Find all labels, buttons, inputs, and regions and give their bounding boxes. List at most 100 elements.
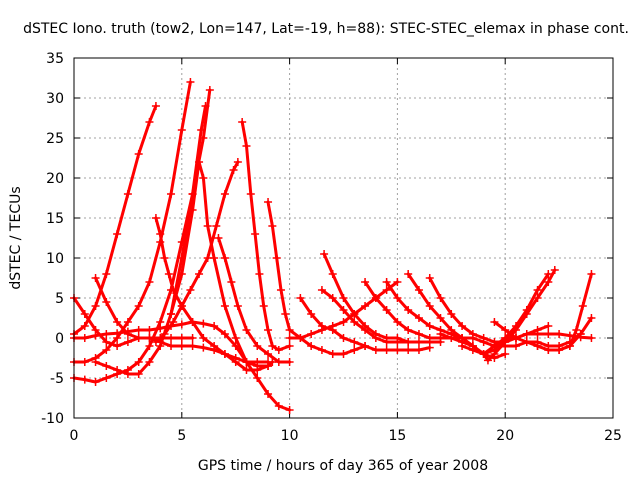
- data-point-plus: [145, 118, 154, 126]
- data-point-plus: [404, 338, 413, 346]
- data-point-plus: [307, 310, 316, 318]
- data-point-plus: [123, 330, 132, 338]
- data-point-plus: [307, 330, 316, 338]
- data-point-plus: [113, 342, 122, 350]
- data-point-plus: [490, 318, 499, 326]
- data-point-plus: [425, 274, 434, 282]
- data-point-plus: [199, 174, 208, 182]
- data-point-plus: [458, 322, 467, 330]
- data-point-plus: [404, 326, 413, 334]
- series-arc-23: [447, 266, 559, 365]
- data-point-plus: [425, 302, 434, 310]
- data-point-plus: [320, 250, 329, 258]
- data-point-plus: [167, 334, 176, 342]
- data-point-plus: [80, 375, 89, 384]
- data-point-plus: [414, 330, 423, 338]
- data-point-plus: [229, 166, 238, 174]
- data-point-plus: [199, 343, 208, 352]
- data-point-plus: [169, 286, 178, 294]
- data-point-plus: [328, 270, 337, 278]
- data-point-plus: [156, 334, 165, 342]
- series-arc-1: [70, 102, 160, 338]
- data-point-plus: [414, 286, 423, 294]
- data-point-plus: [264, 350, 273, 358]
- data-point-plus: [233, 158, 242, 166]
- data-point-plus: [328, 350, 337, 358]
- data-point-plus: [272, 254, 281, 262]
- data-point-plus: [350, 346, 359, 354]
- data-point-plus: [102, 270, 111, 278]
- data-point-plus: [350, 310, 359, 318]
- data-point-plus: [511, 326, 520, 334]
- data-point-plus: [268, 222, 277, 230]
- data-point-plus: [490, 342, 499, 350]
- data-point-plus: [404, 306, 413, 314]
- data-point-plus: [238, 118, 247, 126]
- data-point-plus: [281, 310, 290, 318]
- series-arc-11: [238, 118, 294, 354]
- data-point-plus: [501, 326, 510, 334]
- data-point-plus: [113, 230, 122, 238]
- y-tick-label: 5: [55, 291, 64, 307]
- series-line: [406, 272, 507, 360]
- data-point-plus: [220, 330, 229, 338]
- data-point-plus: [195, 270, 204, 278]
- data-point-plus: [188, 190, 197, 198]
- data-point-plus: [404, 346, 413, 354]
- data-point-plus: [205, 86, 214, 94]
- data-point-plus: [468, 330, 477, 338]
- data-point-plus: [91, 302, 100, 310]
- series-arc-8: [151, 158, 242, 346]
- data-point-plus: [145, 334, 154, 342]
- data-point-plus: [177, 342, 186, 350]
- data-point-plus: [91, 358, 100, 366]
- series-line: [94, 276, 195, 340]
- x-tick-label: 15: [388, 428, 406, 444]
- data-point-plus: [501, 342, 510, 350]
- data-point-plus: [264, 326, 273, 334]
- y-tick-label: -5: [50, 371, 64, 387]
- series-line: [72, 104, 158, 336]
- data-point-plus: [268, 342, 277, 350]
- data-point-plus: [285, 406, 294, 414]
- data-point-plus: [479, 334, 488, 342]
- data-point-plus: [276, 286, 285, 294]
- data-point-plus: [501, 334, 510, 342]
- data-point-plus: [361, 302, 370, 310]
- data-point-plus: [393, 294, 402, 302]
- data-point-plus: [307, 342, 316, 350]
- series-line: [154, 216, 270, 372]
- data-point-plus: [544, 322, 553, 330]
- data-point-plus: [533, 294, 542, 302]
- data-point-plus: [151, 214, 160, 222]
- data-point-plus: [587, 314, 596, 322]
- data-point-plus: [151, 102, 160, 110]
- data-point-plus: [511, 334, 520, 342]
- data-point-plus: [382, 306, 391, 314]
- data-point-plus: [91, 326, 100, 334]
- data-point-plus: [91, 274, 100, 282]
- data-point-plus: [274, 358, 283, 366]
- plot-frame: [73, 57, 614, 419]
- data-point-plus: [251, 230, 260, 238]
- series-arc-5: [70, 86, 214, 386]
- x-axis-label: GPS time / hours of day 365 of year 2008: [198, 458, 488, 474]
- x-tick-label: 20: [496, 428, 514, 444]
- data-point-plus: [393, 278, 402, 286]
- data-point-plus: [167, 342, 176, 350]
- y-tick-label: -10: [41, 411, 64, 427]
- data-point-plus: [123, 338, 132, 346]
- x-tick-label: 25: [604, 428, 622, 444]
- data-point-plus: [555, 342, 564, 350]
- data-point-plus: [199, 319, 208, 328]
- data-point-plus: [242, 326, 251, 334]
- data-point-plus: [285, 326, 294, 334]
- data-point-plus: [468, 346, 477, 354]
- y-tick-label: 35: [46, 51, 64, 67]
- data-point-plus: [186, 78, 195, 86]
- data-point-plus: [102, 330, 111, 338]
- data-point-plus: [511, 342, 520, 350]
- data-point-plus: [123, 366, 132, 374]
- data-point-plus: [231, 334, 240, 342]
